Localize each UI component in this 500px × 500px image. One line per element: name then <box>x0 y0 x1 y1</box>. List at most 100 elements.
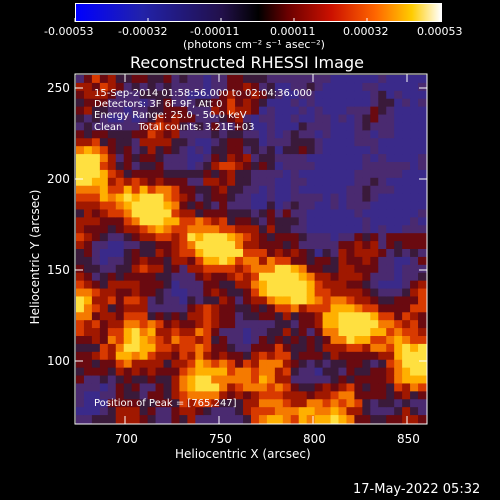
image-pixel <box>274 114 284 123</box>
image-pixel <box>115 343 125 353</box>
image-pixel <box>171 233 180 242</box>
image-pixel <box>338 114 347 123</box>
image-pixel <box>362 399 371 408</box>
image-pixel <box>76 90 85 100</box>
image-pixel <box>115 98 125 108</box>
image-pixel <box>338 351 347 361</box>
image-pixel <box>322 375 332 384</box>
image-pixel <box>274 296 284 305</box>
y-tick-label: 100 <box>47 354 70 368</box>
image-pixel <box>203 185 212 195</box>
image-pixel <box>99 336 109 345</box>
image-pixel <box>123 415 133 424</box>
image-pixel <box>99 407 109 416</box>
image-pixel <box>338 375 347 384</box>
image-pixel <box>346 249 355 258</box>
image-pixel <box>179 407 188 416</box>
image-pixel <box>155 122 164 131</box>
image-pixel <box>243 154 252 163</box>
image-pixel <box>314 375 324 384</box>
image-pixel <box>386 407 395 416</box>
image-pixel <box>378 75 387 84</box>
image-pixel <box>211 399 220 408</box>
image-pixel <box>179 82 188 92</box>
image-pixel <box>266 106 276 116</box>
image-pixel <box>91 201 101 210</box>
image-pixel <box>107 169 117 179</box>
image-pixel <box>131 146 141 155</box>
image-pixel <box>322 233 332 242</box>
image-pixel <box>107 90 117 100</box>
image-pixel <box>346 367 355 377</box>
image-pixel <box>378 241 387 250</box>
image-pixel <box>203 138 212 147</box>
image-pixel <box>235 75 244 84</box>
image-pixel <box>83 272 93 282</box>
image-pixel <box>402 407 411 416</box>
image-pixel <box>99 177 109 187</box>
image-pixel <box>235 82 244 92</box>
image-pixel <box>107 122 117 131</box>
image-pixel <box>227 201 236 210</box>
image-pixel <box>402 312 411 321</box>
x-axis-label: Heliocentric X (arcsec) <box>175 447 311 461</box>
image-pixel <box>330 320 339 329</box>
image-pixel <box>131 272 141 282</box>
image-pixel <box>243 130 252 139</box>
image-pixel <box>131 162 141 171</box>
image-pixel <box>235 288 244 297</box>
image-pixel <box>362 209 371 218</box>
image-pixel <box>163 75 172 84</box>
image-pixel <box>251 209 260 218</box>
image-pixel <box>187 288 196 297</box>
image-pixel <box>346 185 355 195</box>
image-pixel <box>147 233 157 242</box>
image-pixel <box>91 146 101 155</box>
image-pixel <box>163 391 172 400</box>
image-pixel <box>195 256 204 266</box>
image-pixel <box>362 343 371 353</box>
image-pixel <box>91 177 101 187</box>
image-pixel <box>362 336 371 345</box>
image-pixel <box>258 98 268 108</box>
image-pixel <box>195 399 204 408</box>
image-pixel <box>187 201 196 210</box>
image-pixel <box>274 177 284 187</box>
image-pixel <box>163 296 172 305</box>
image-pixel <box>274 138 284 147</box>
image-pixel <box>306 233 316 242</box>
image-pixel <box>274 154 284 163</box>
image-pixel <box>171 162 180 171</box>
image-pixel <box>179 185 188 195</box>
image-pixel <box>402 225 411 234</box>
image-pixel <box>187 225 196 234</box>
image-pixel <box>227 225 236 234</box>
image-pixel <box>298 328 308 337</box>
image-pixel <box>290 106 300 116</box>
image-pixel <box>314 304 324 313</box>
image-pixel <box>362 351 371 361</box>
image-pixel <box>410 256 419 266</box>
image-pixel <box>123 296 133 305</box>
image-pixel <box>76 177 85 187</box>
image-pixel <box>378 407 387 416</box>
image-pixel <box>314 201 324 210</box>
x-ticks <box>124 74 408 424</box>
image-pixel <box>76 193 85 203</box>
image-pixel <box>147 193 157 203</box>
image-pixel <box>386 320 395 329</box>
image-pixel <box>266 185 276 195</box>
image-pixel <box>179 415 188 424</box>
image-pixel <box>338 193 347 203</box>
image-pixel <box>298 415 308 424</box>
image-pixel <box>76 391 85 400</box>
image-pixel <box>282 162 292 171</box>
image-pixel <box>219 162 228 171</box>
image-pixel <box>258 193 268 203</box>
image-pixel <box>266 169 276 179</box>
image-pixel <box>418 122 427 131</box>
image-pixel <box>322 249 332 258</box>
image-pixel <box>362 146 371 155</box>
image-pixel <box>179 106 188 116</box>
image-pixel <box>418 90 427 100</box>
